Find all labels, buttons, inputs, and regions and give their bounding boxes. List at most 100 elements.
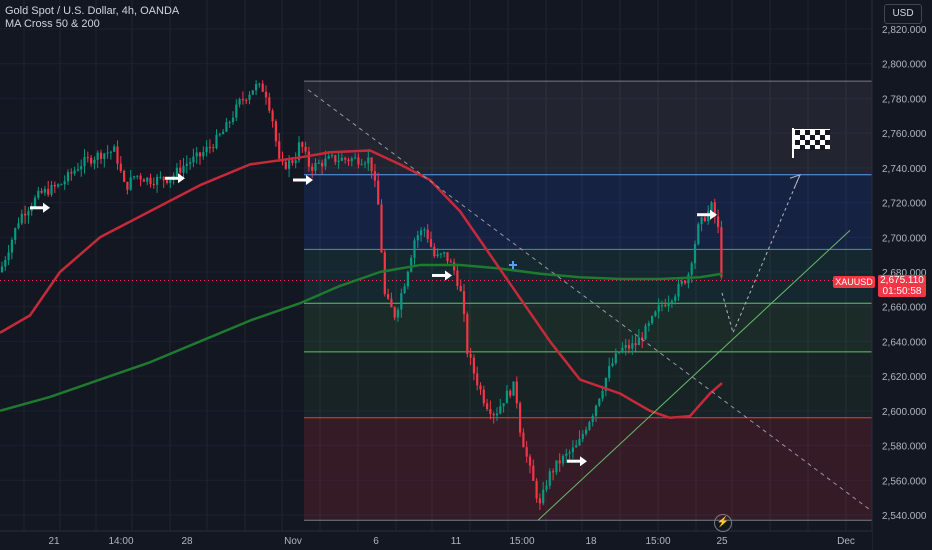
candle-body: [538, 498, 541, 504]
candle-body: [453, 262, 456, 271]
candle-body: [231, 117, 235, 123]
price-tick-label: 2,680.000: [882, 268, 927, 279]
candle-body: [43, 188, 46, 193]
flag-checker: [810, 135, 815, 140]
arrow-marker-shaft: [432, 273, 446, 277]
candle-body: [515, 381, 518, 404]
time-tick-label: 15:00: [509, 536, 534, 547]
candle-body: [165, 180, 169, 183]
candle-body: [66, 172, 70, 182]
candle-body: [423, 229, 426, 231]
candle-body: [634, 343, 637, 346]
candle-body: [677, 283, 680, 297]
candle-body: [426, 229, 429, 240]
candle-body: [37, 190, 40, 198]
candle-body: [611, 363, 614, 367]
candle-body: [703, 217, 706, 222]
candle-body: [248, 94, 251, 100]
candle-body: [416, 235, 419, 241]
candle-body: [436, 254, 439, 257]
candle-body: [627, 345, 631, 349]
candle-body: [558, 460, 561, 464]
candle-body: [0, 266, 4, 272]
candle-body: [519, 403, 522, 433]
candle-body: [545, 485, 548, 490]
candle-body: [93, 159, 96, 164]
candle-body: [212, 147, 215, 149]
candle-body: [598, 398, 601, 406]
candle-body: [657, 305, 660, 312]
candle-body: [350, 158, 353, 162]
candle-body: [317, 162, 320, 164]
candle-body: [337, 160, 340, 162]
candle-body: [27, 210, 30, 216]
time-tick-label: 14:00: [108, 536, 133, 547]
candle-body: [561, 455, 565, 464]
candle-body: [340, 157, 343, 161]
candle-body: [380, 204, 383, 253]
candle-body: [403, 286, 406, 294]
current-price: 2,675.110: [880, 275, 924, 286]
candle-body: [413, 240, 416, 258]
price-tick-label: 2,700.000: [882, 233, 927, 244]
price-tick-label: 2,820.000: [882, 25, 927, 36]
candle-body: [152, 184, 155, 186]
candle-body: [106, 152, 109, 154]
time-tick-label: 11: [451, 536, 462, 547]
candle-body: [571, 447, 574, 453]
time-tick-label: 25: [716, 536, 728, 547]
candle-body: [644, 325, 647, 340]
arrow-marker-shaft: [165, 176, 179, 180]
candle-body: [83, 157, 86, 167]
time-axis: [0, 531, 872, 550]
candle-body: [367, 157, 370, 164]
price-tick-label: 2,620.000: [882, 372, 927, 383]
arrow-marker-shaft: [697, 213, 711, 217]
candle-body: [126, 181, 129, 190]
candle-body: [555, 460, 558, 473]
candle-body: [363, 163, 367, 165]
candle-body: [647, 323, 650, 326]
ma-200-line: [0, 263, 723, 413]
candle-body: [291, 160, 294, 164]
descending-trendline: [307, 89, 871, 511]
candle-body: [149, 177, 152, 185]
candle-body: [195, 152, 198, 157]
candle-body: [357, 157, 360, 165]
candle-body: [109, 151, 112, 153]
flag-checker: [795, 130, 800, 135]
arrow-marker-head: [710, 209, 717, 220]
candle-body: [624, 345, 627, 348]
candle-body: [238, 99, 241, 105]
candle-body: [284, 161, 287, 169]
candle-body: [585, 429, 588, 434]
candle-body: [50, 184, 53, 195]
candle-body: [245, 99, 248, 101]
candle-body: [264, 91, 268, 98]
time-tick-label: Dec: [837, 536, 855, 547]
candle-body: [202, 152, 205, 157]
indicator-title: MA Cross 50 & 200: [5, 18, 100, 30]
candle-body: [139, 175, 142, 180]
candle-body: [123, 170, 126, 182]
candle-body: [96, 152, 99, 160]
price-tick-label: 2,780.000: [882, 94, 927, 105]
candle-body: [4, 259, 7, 267]
candle-body: [113, 146, 116, 152]
candle-body: [618, 351, 621, 354]
candle-body: [268, 97, 271, 111]
candle-body: [169, 180, 172, 183]
lightning-icon[interactable]: ⚡: [714, 514, 732, 532]
price-tick-label: 2,640.000: [882, 337, 927, 348]
candle-body: [396, 309, 400, 318]
candle-body: [697, 224, 700, 245]
currency-button[interactable]: USD: [884, 4, 922, 24]
candle-body: [469, 353, 472, 358]
candle-body: [136, 175, 139, 177]
candle-body: [192, 156, 195, 163]
candle-body: [347, 159, 350, 162]
time-tick-label: 18: [585, 536, 597, 547]
candle-body: [76, 169, 79, 171]
candle-body: [330, 155, 334, 157]
